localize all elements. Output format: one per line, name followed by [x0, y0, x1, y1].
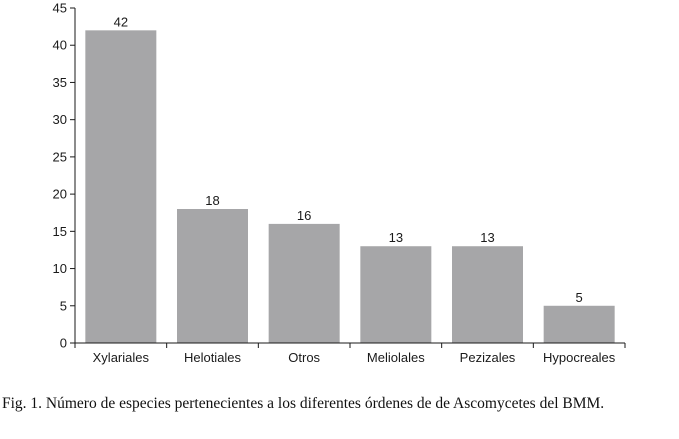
bar-chart: 0 5 10 15 20 25 30 35 40 45 42 18 16 13 13 5 Xylariale… — [53, 1, 626, 365]
bar-helotiales — [177, 209, 248, 343]
y-axis-ticks: 0 5 10 15 20 25 30 35 40 45 — [53, 1, 75, 351]
bar-value-label: 13 — [389, 230, 403, 245]
bar-value-label: 5 — [576, 290, 583, 305]
bar-xylariales — [85, 30, 157, 343]
y-tick-label: 5 — [60, 298, 67, 313]
y-tick-label: 45 — [53, 1, 67, 16]
y-tick-label: 10 — [53, 261, 67, 276]
bar-value-label: 16 — [297, 208, 311, 223]
y-tick-label: 35 — [53, 75, 67, 90]
x-category-label: Helotiales — [184, 350, 242, 365]
bar-hypocreales — [543, 305, 615, 343]
bar-pezizales — [452, 246, 523, 343]
y-tick-label: 20 — [53, 187, 67, 202]
bar-value-label: 18 — [205, 193, 219, 208]
bar-otros — [268, 223, 340, 343]
y-tick-label: 25 — [53, 149, 67, 164]
bar-data-labels: 42 18 16 13 13 5 — [114, 14, 583, 304]
y-tick-label: 15 — [53, 224, 67, 239]
x-category-label: Meliolales — [367, 350, 425, 365]
x-category-label: Hypocreales — [543, 350, 616, 365]
x-category-label: Xylariales — [93, 350, 150, 365]
bar-value-label: 13 — [480, 230, 494, 245]
x-category-label: Otros — [288, 350, 320, 365]
bar-value-label: 42 — [114, 14, 128, 29]
y-tick-label: 0 — [60, 336, 67, 351]
bars — [85, 30, 615, 343]
x-category-label: Pezizales — [460, 350, 516, 365]
bar-meliolales — [360, 246, 432, 343]
y-tick-label: 30 — [53, 112, 67, 127]
y-tick-label: 40 — [53, 38, 67, 53]
x-axis-ticks: Xylariales Helotiales Otros Meliolales Peziz… — [74, 343, 626, 365]
figure-caption: Fig. 1. Número de especies perteneciente… — [2, 395, 605, 412]
